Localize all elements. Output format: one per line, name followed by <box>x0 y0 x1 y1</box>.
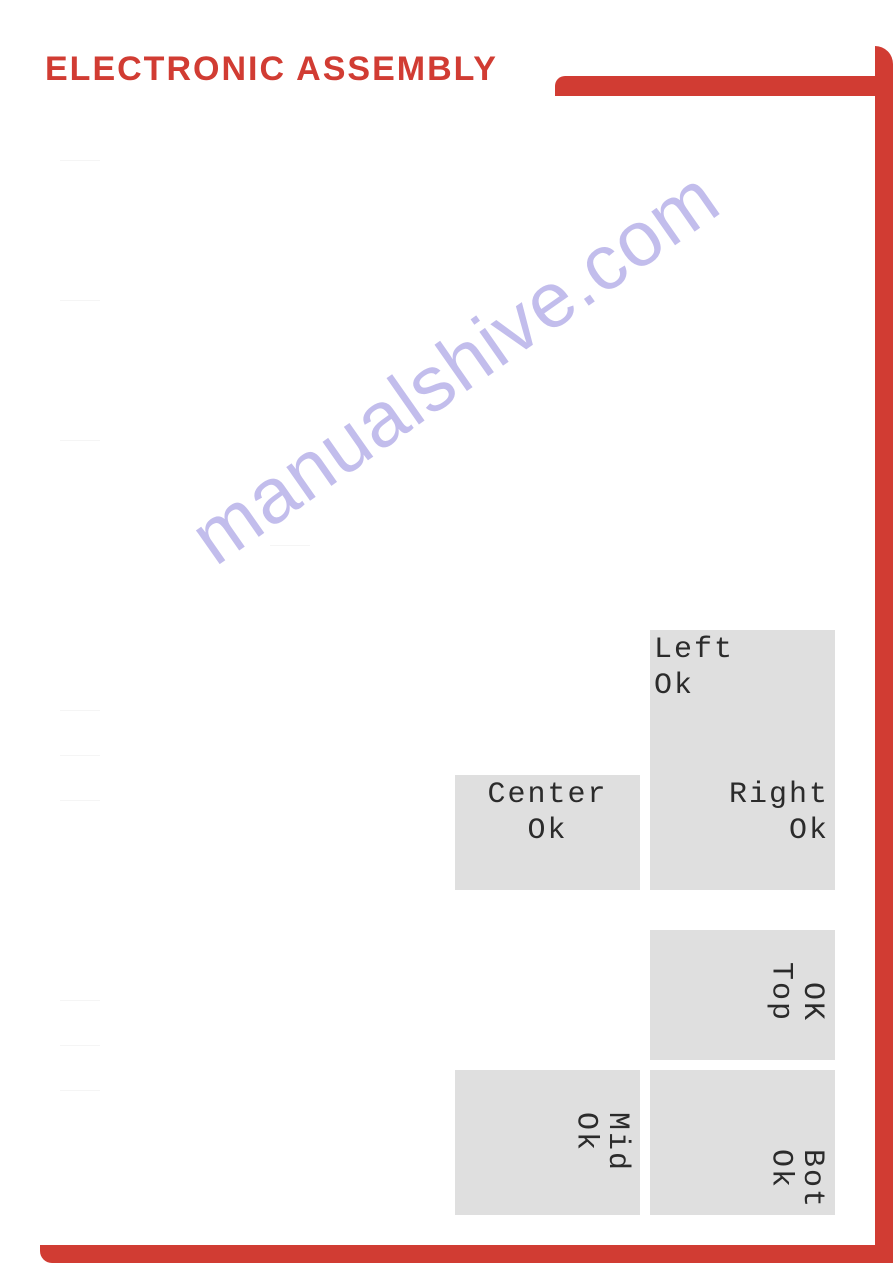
right-border <box>875 90 893 1263</box>
faint-rule <box>60 755 100 756</box>
lcd-sample-right: Right Ok <box>650 775 835 890</box>
lcd-line: BotOk <box>760 1147 831 1211</box>
lcd-line: MidOk <box>565 1110 636 1174</box>
lcd-line-2: Ok <box>764 1149 798 1189</box>
lcd-line-1: Bot <box>795 1149 829 1209</box>
faint-rule <box>60 1000 100 1001</box>
watermark: manualshive.com <box>174 151 736 582</box>
lcd-line-2: OK <box>795 982 829 1022</box>
faint-rule <box>60 710 100 711</box>
faint-rule <box>270 545 310 546</box>
lcd-sample-center: Center Ok <box>455 775 640 890</box>
lcd-line-2: Ok <box>459 813 636 849</box>
lcd-line: Left Ok <box>650 630 835 706</box>
lcd-line-1: Right <box>654 777 829 813</box>
faint-rule <box>60 300 100 301</box>
lcd-line-2: Ok <box>569 1112 603 1152</box>
faint-rule <box>60 800 100 801</box>
lcd-line-1: Top <box>764 962 798 1022</box>
lcd-line: Right Ok <box>650 775 835 851</box>
lcd-line-1: Mid <box>600 1112 634 1172</box>
lcd-sample-left: Left Ok <box>650 630 835 775</box>
lcd-line: OKTop <box>760 960 831 1024</box>
lcd-sample-bot: BotOk <box>650 1070 835 1215</box>
header-bar: ELECTRONIC ASSEMBLY <box>40 50 893 100</box>
lcd-sample-mid: MidOk <box>455 1070 640 1215</box>
lcd-line-2: Ok <box>654 813 829 849</box>
lcd-line-2: Ok <box>654 668 831 704</box>
faint-rule <box>60 440 100 441</box>
faint-rule <box>60 1090 100 1091</box>
lcd-sample-top: OKTop <box>650 930 835 1060</box>
header-fill <box>555 76 893 96</box>
faint-rule <box>60 1045 100 1046</box>
faint-rule <box>60 160 100 161</box>
lcd-line: Center Ok <box>455 775 640 851</box>
bottom-border <box>40 1245 893 1263</box>
lcd-line-1: Center <box>459 777 636 813</box>
lcd-line-1: Left <box>654 632 831 668</box>
